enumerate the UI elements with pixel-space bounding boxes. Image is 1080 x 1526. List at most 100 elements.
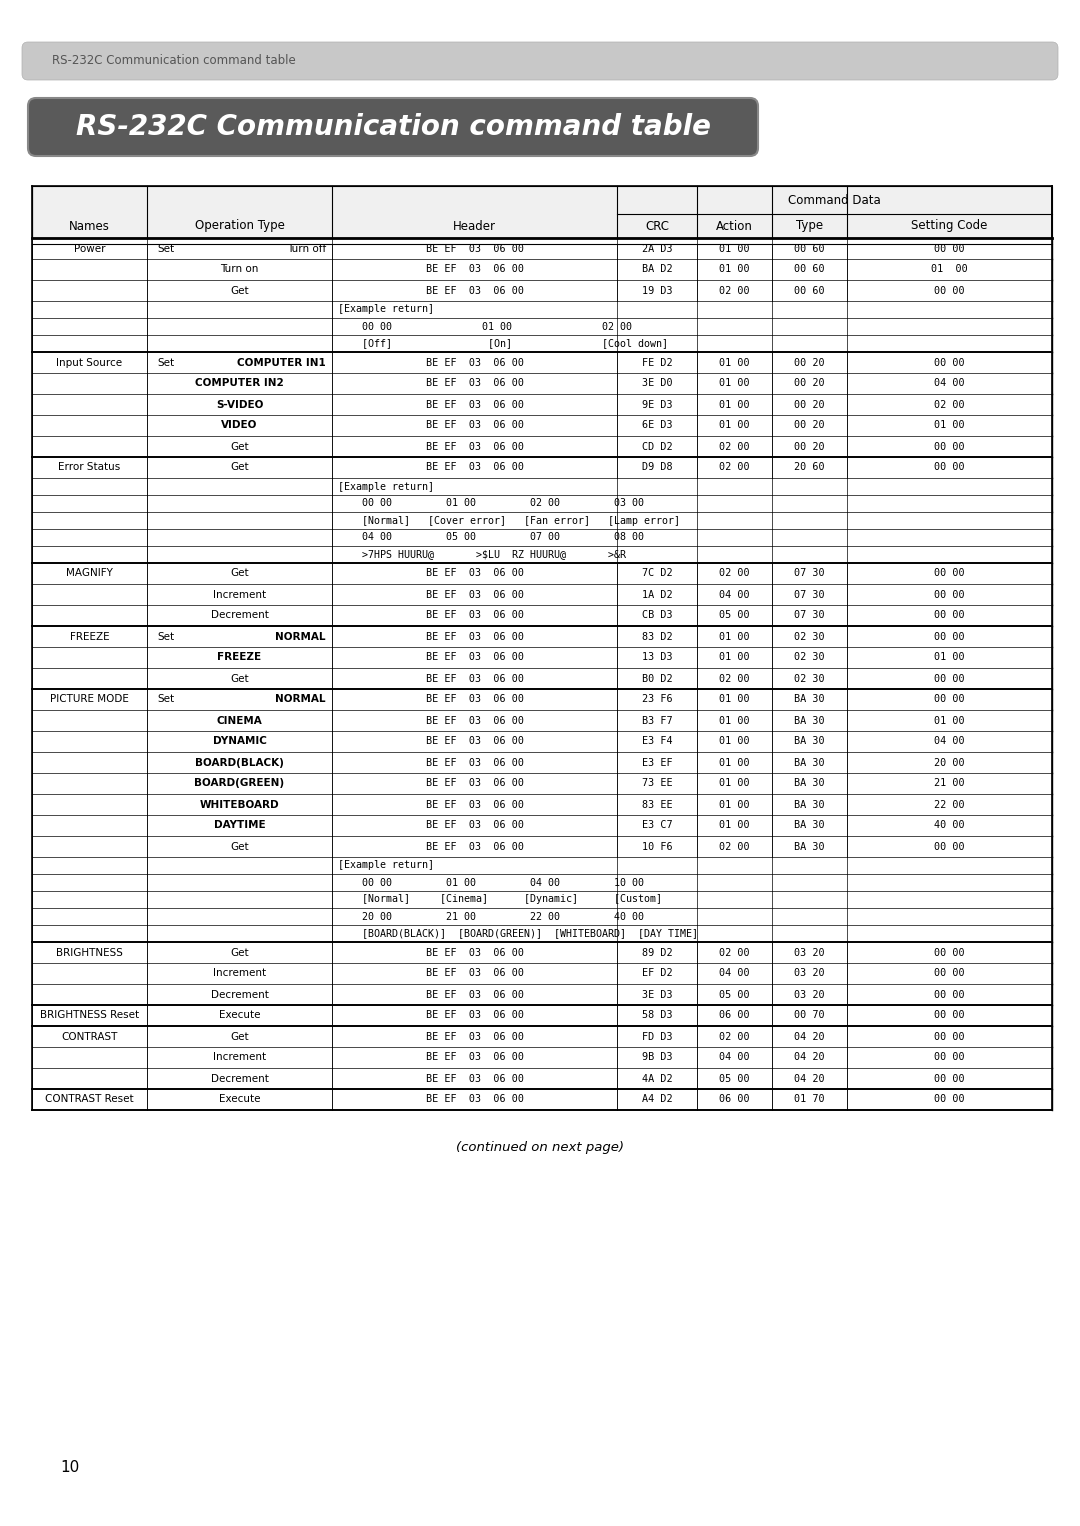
Text: 00 20: 00 20 [794, 378, 825, 389]
Text: 13 D3: 13 D3 [642, 653, 673, 662]
Text: BA D2: BA D2 [642, 264, 673, 275]
Bar [32, 874, 1052, 891]
Text: BE EF  03  06 00: BE EF 03 06 00 [426, 441, 524, 452]
Text: 00 00: 00 00 [934, 948, 964, 957]
Text: BE EF  03  06 00: BE EF 03 06 00 [426, 264, 524, 275]
Text: S-VIDEO: S-VIDEO [216, 400, 264, 409]
Text: 00 00: 00 00 [934, 569, 964, 578]
Text: Set: Set [157, 357, 174, 368]
Text: Turn on: Turn on [220, 264, 259, 275]
Text: 00 00: 00 00 [934, 589, 964, 600]
Text: DAYTIME: DAYTIME [214, 821, 266, 830]
Text: 1A D2: 1A D2 [642, 589, 673, 600]
Text: [Off]                [On]               [Cool down]: [Off] [On] [Cool down] [338, 339, 669, 348]
Text: 22 00: 22 00 [934, 800, 964, 809]
Text: 01 00: 01 00 [719, 694, 750, 705]
Text: BE EF  03  06 00: BE EF 03 06 00 [426, 948, 524, 957]
Text: Command Data: Command Data [788, 194, 881, 206]
Text: 02 00: 02 00 [719, 285, 750, 296]
Text: CB D3: CB D3 [642, 610, 673, 621]
Text: 00 00: 00 00 [934, 441, 964, 452]
Bar [32, 604, 1052, 626]
Text: 10: 10 [60, 1460, 79, 1476]
Text: 9E D3: 9E D3 [642, 400, 673, 409]
Text: E3 F4: E3 F4 [642, 737, 673, 746]
Text: 00 00         01 00         02 00         03 00: 00 00 01 00 02 00 03 00 [338, 499, 644, 508]
Text: B3 F7: B3 F7 [642, 716, 673, 725]
Text: >7HPS HUURU@       >$LU  RZ HUURU@       >&R: >7HPS HUURU@ >$LU RZ HUURU@ >&R [338, 549, 626, 560]
Text: 04 00: 04 00 [934, 737, 964, 746]
Text: NORMAL: NORMAL [275, 632, 326, 641]
Text: FD D3: FD D3 [642, 1032, 673, 1042]
Text: E3 C7: E3 C7 [642, 821, 673, 830]
Bar [32, 238, 1052, 244]
Text: 04 00         05 00         07 00         08 00: 04 00 05 00 07 00 08 00 [338, 533, 644, 543]
Text: (continued on next page): (continued on next page) [456, 1141, 624, 1155]
Text: 00 20: 00 20 [794, 421, 825, 430]
Text: 01 00: 01 00 [719, 264, 750, 275]
Text: [BOARD(BLACK)]  [BOARD(GREEN)]  [WHITEBOARD]  [DAY TIME]: [BOARD(BLACK)] [BOARD(GREEN)] [WHITEBOAR… [338, 928, 698, 938]
Text: BE EF  03  06 00: BE EF 03 06 00 [426, 378, 524, 389]
Text: 00 00: 00 00 [934, 285, 964, 296]
Bar [32, 336, 1052, 353]
Text: FREEZE: FREEZE [217, 653, 261, 662]
Text: [Example return]: [Example return] [338, 482, 434, 491]
Text: [Normal]     [Cinema]      [Dynamic]      [Custom]: [Normal] [Cinema] [Dynamic] [Custom] [338, 894, 662, 905]
Text: FE D2: FE D2 [642, 357, 673, 368]
Text: 00 60: 00 60 [794, 264, 825, 275]
Text: 00 00: 00 00 [934, 1094, 964, 1105]
Text: Get: Get [230, 285, 248, 296]
Bar [32, 478, 1052, 494]
Text: COMPUTER IN1: COMPUTER IN1 [238, 357, 326, 368]
Text: BE EF  03  06 00: BE EF 03 06 00 [426, 778, 524, 789]
Text: 06 00: 06 00 [719, 1010, 750, 1021]
Text: BE EF  03  06 00: BE EF 03 06 00 [426, 462, 524, 473]
Text: 6E D3: 6E D3 [642, 421, 673, 430]
Bar [32, 372, 1052, 394]
Text: Header: Header [453, 220, 496, 232]
Text: 20 60: 20 60 [794, 462, 825, 473]
Bar [32, 1025, 1052, 1047]
Text: 02 00: 02 00 [719, 441, 750, 452]
Bar [32, 259, 1052, 279]
Text: 21 00: 21 00 [934, 778, 964, 789]
Text: Decrement: Decrement [211, 989, 269, 1000]
Bar [32, 1006, 1052, 1025]
Text: 7C D2: 7C D2 [642, 569, 673, 578]
Text: Get: Get [230, 569, 248, 578]
Text: BRIGHTNESS Reset: BRIGHTNESS Reset [40, 1010, 139, 1021]
Text: 00 00: 00 00 [934, 969, 964, 978]
Text: 01 00: 01 00 [719, 632, 750, 641]
FancyBboxPatch shape [22, 43, 1058, 79]
Text: BE EF  03  06 00: BE EF 03 06 00 [426, 1010, 524, 1021]
Text: BE EF  03  06 00: BE EF 03 06 00 [426, 757, 524, 768]
Bar [32, 353, 1052, 372]
Text: BA 30: BA 30 [794, 800, 825, 809]
FancyBboxPatch shape [28, 98, 758, 156]
Text: 02 30: 02 30 [794, 673, 825, 684]
Text: BE EF  03  06 00: BE EF 03 06 00 [426, 285, 524, 296]
Text: 00 00: 00 00 [934, 1073, 964, 1083]
Text: Power: Power [73, 244, 105, 253]
Text: COMPUTER IN2: COMPUTER IN2 [195, 378, 284, 389]
Text: Decrement: Decrement [211, 1073, 269, 1083]
Text: BA 30: BA 30 [794, 757, 825, 768]
Text: Set: Set [157, 244, 174, 253]
Text: Increment: Increment [213, 1053, 266, 1062]
Text: 19 D3: 19 D3 [642, 285, 673, 296]
Text: 01 00: 01 00 [719, 357, 750, 368]
Text: BE EF  03  06 00: BE EF 03 06 00 [426, 989, 524, 1000]
Bar [32, 436, 1052, 456]
Text: 04 20: 04 20 [794, 1073, 825, 1083]
Text: [Normal]   [Cover error]   [Fan error]   [Lamp error]: [Normal] [Cover error] [Fan error] [Lamp… [338, 516, 680, 525]
Text: 00 00: 00 00 [934, 632, 964, 641]
Text: BE EF  03  06 00: BE EF 03 06 00 [426, 357, 524, 368]
Text: 00 00: 00 00 [934, 1032, 964, 1042]
Bar [32, 891, 1052, 908]
Text: 01 00: 01 00 [719, 716, 750, 725]
Text: 40 00: 40 00 [934, 821, 964, 830]
Text: 07 30: 07 30 [794, 589, 825, 600]
Text: BE EF  03  06 00: BE EF 03 06 00 [426, 610, 524, 621]
Text: CONTRAST: CONTRAST [62, 1032, 118, 1042]
Bar [32, 815, 1052, 836]
